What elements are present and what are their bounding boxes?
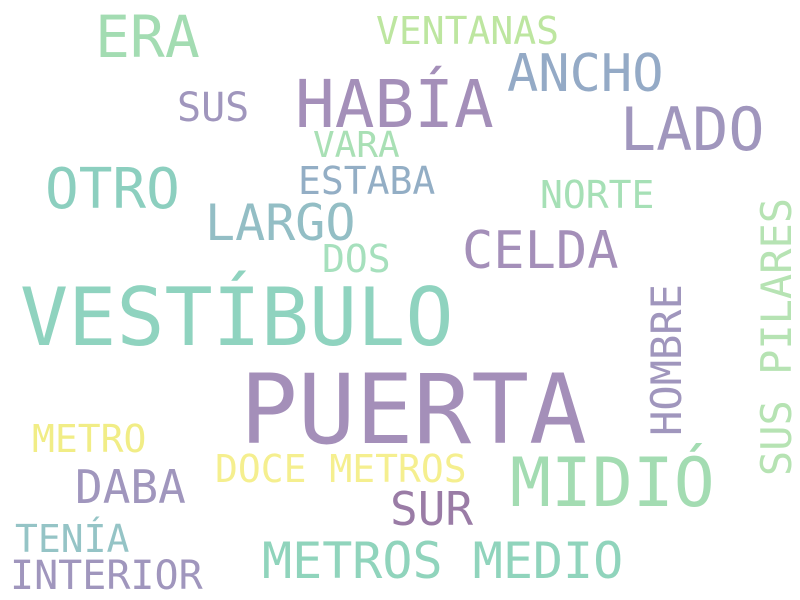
word-interior: INTERIOR — [10, 553, 203, 599]
word-norte: NORTE — [540, 173, 655, 217]
word-ancho: ANCHO — [507, 44, 664, 104]
word-puerta: PUERTA — [240, 354, 587, 466]
word-sus-pilares: SUS PILARES — [752, 197, 800, 477]
word-celda: CELDA — [462, 221, 619, 281]
word-vestibulo: VESTÍBULO — [20, 271, 454, 364]
word-habia: HABÍA — [295, 66, 494, 143]
word-largo: LARGO — [205, 194, 356, 252]
word-estaba: ESTABA — [298, 159, 436, 203]
word-sus: SUS — [177, 85, 250, 131]
word-lado: LADO — [620, 95, 765, 165]
word-metro: METRO — [32, 417, 147, 461]
word-midio: MIDIÓ — [510, 444, 715, 523]
word-sur: SUR — [390, 482, 474, 536]
word-tenia: TENÍA — [15, 517, 130, 561]
word-vara: VARA — [313, 125, 400, 166]
word-era: ERA — [95, 3, 200, 71]
word-metros-medio: METROS MEDIO — [262, 532, 624, 590]
word-ventanas: VENTANAS — [376, 9, 560, 53]
word-doce-metros: DOCE METROS — [215, 447, 467, 491]
word-otro: OTRO — [45, 157, 180, 222]
word-dos: DOS — [322, 237, 391, 281]
word-hombre: HOMBRE — [641, 284, 691, 436]
word-daba: DABA — [75, 460, 186, 514]
